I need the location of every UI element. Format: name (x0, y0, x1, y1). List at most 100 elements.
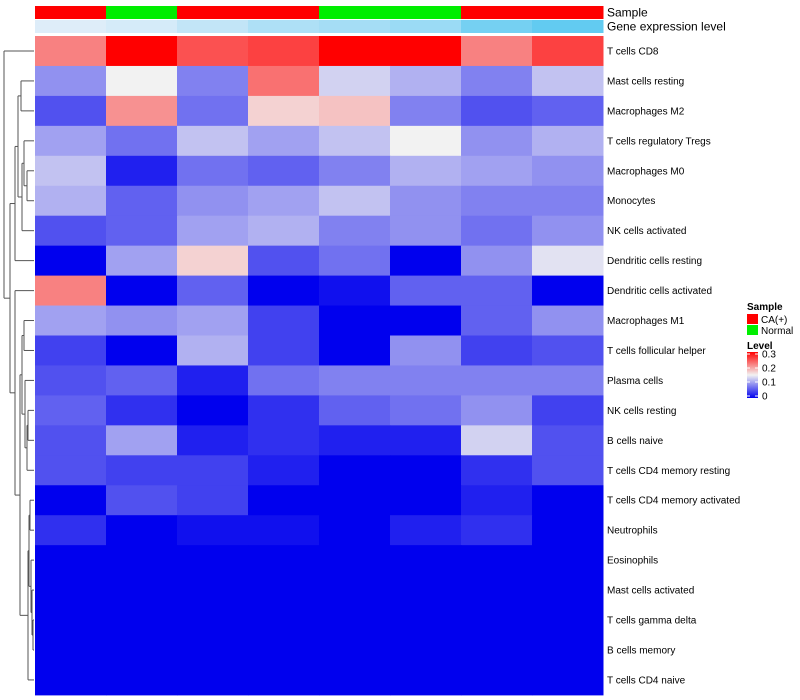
heatmap-cell (177, 155, 249, 187)
heatmap-cell (319, 485, 391, 516)
heatmap-cell (248, 305, 320, 336)
heatmap-cell (35, 335, 107, 366)
heatmap-cell (319, 275, 391, 307)
heatmap-cell (319, 125, 391, 157)
heatmap-cell (177, 395, 249, 426)
heatmap-cell (248, 575, 320, 606)
heatmap-cell (461, 605, 533, 636)
heatmap-cell (461, 215, 533, 247)
heatmap-cell (35, 485, 107, 516)
legend-tick-label: 0.1 (762, 378, 776, 389)
heatmap-cell (177, 36, 249, 67)
heatmap-cell (35, 36, 107, 67)
heatmap-cell (532, 395, 604, 426)
annotation-cell (461, 6, 533, 19)
annotation-cell (319, 20, 391, 33)
heatmap-cell (35, 664, 107, 696)
heatmap-cell (319, 635, 391, 666)
heatmap-cell (177, 635, 249, 666)
heatmap-cell (390, 65, 462, 97)
heatmap-cell (390, 365, 462, 396)
heatmap-cell (106, 395, 178, 426)
heatmap-cell (106, 425, 178, 456)
row-label: Mast cells resting (607, 76, 684, 87)
heatmap-cell (248, 605, 320, 636)
annotation-cell (106, 6, 178, 19)
heatmap-cell (532, 545, 604, 576)
heatmap-cell (532, 125, 604, 157)
heatmap-cell (461, 575, 533, 606)
heatmap-cell (35, 305, 107, 336)
legend-sample-title: Sample (747, 302, 783, 313)
heatmap-cell (248, 455, 320, 486)
heatmap-cell (248, 65, 320, 97)
row-label: B cells naive (607, 436, 664, 447)
heatmap-cell (35, 635, 107, 666)
row-label: Macrophages M0 (607, 166, 685, 177)
heatmap-cell (177, 125, 249, 157)
heatmap-cell (177, 365, 249, 396)
heatmap-cell (532, 275, 604, 307)
row-label: Macrophages M1 (607, 316, 685, 327)
heatmap-cell (248, 36, 320, 67)
row-label: Monocytes (607, 196, 655, 207)
heatmap-cell (35, 245, 107, 277)
heatmap-cell (35, 545, 107, 576)
row-dendrogram (3, 50, 34, 681)
heatmap-cell (248, 365, 320, 396)
heatmap-cell (319, 545, 391, 576)
heatmap-cell (319, 335, 391, 366)
heatmap-cell (35, 155, 107, 187)
heatmap-cell (461, 95, 533, 127)
heatmap-cell (106, 664, 178, 696)
heatmap-cell (390, 185, 462, 217)
heatmap-cell (390, 155, 462, 187)
heatmap-cell (319, 455, 391, 486)
heatmap-cell (390, 575, 462, 606)
legend-swatch (747, 314, 758, 324)
heatmap-cell (390, 395, 462, 426)
heatmap-cell (177, 455, 249, 486)
annotation-cell (319, 6, 391, 19)
heatmap-cell (390, 95, 462, 127)
heatmap-cell (390, 335, 462, 366)
heatmap-cell (35, 575, 107, 606)
heatmap-cell (319, 155, 391, 187)
annotation-cell (461, 20, 533, 33)
heatmap-cell (461, 545, 533, 576)
heatmap-cell (532, 425, 604, 456)
heatmap-cell (532, 365, 604, 396)
heatmap-cell (461, 245, 533, 277)
heatmap-cell (319, 395, 391, 426)
heatmap-cell (248, 485, 320, 516)
heatmap-cell (248, 515, 320, 546)
heatmap-cell (106, 95, 178, 127)
row-label: T cells CD4 naive (607, 675, 686, 686)
heatmap-cell (248, 155, 320, 187)
heatmap-cell (106, 65, 178, 97)
heatmap-cell (35, 215, 107, 247)
legend-color-bar (747, 352, 758, 398)
heatmap-cell (248, 275, 320, 307)
legend-level-title: Level (747, 341, 773, 352)
heatmap-cell (106, 36, 178, 67)
heatmap-cell (461, 365, 533, 396)
heatmap-cell (390, 36, 462, 67)
heatmap-cell (390, 245, 462, 277)
heatmap-cell (177, 664, 249, 696)
row-label: T cells gamma delta (607, 616, 697, 627)
heatmap-cell (532, 65, 604, 97)
heatmap-cell (106, 455, 178, 486)
heatmap-cell (177, 485, 249, 516)
heatmap-cell (35, 125, 107, 157)
row-label: T cells follicular helper (607, 346, 706, 357)
row-label: Neutrophils (607, 526, 658, 537)
heatmap-cell (35, 425, 107, 456)
heatmap-cell (106, 575, 178, 606)
row-label: T cells CD4 memory resting (607, 466, 730, 477)
heatmap-cell (106, 125, 178, 157)
heatmap-cell (319, 215, 391, 247)
heatmap-cells (35, 36, 604, 696)
heatmap-cell (319, 245, 391, 277)
